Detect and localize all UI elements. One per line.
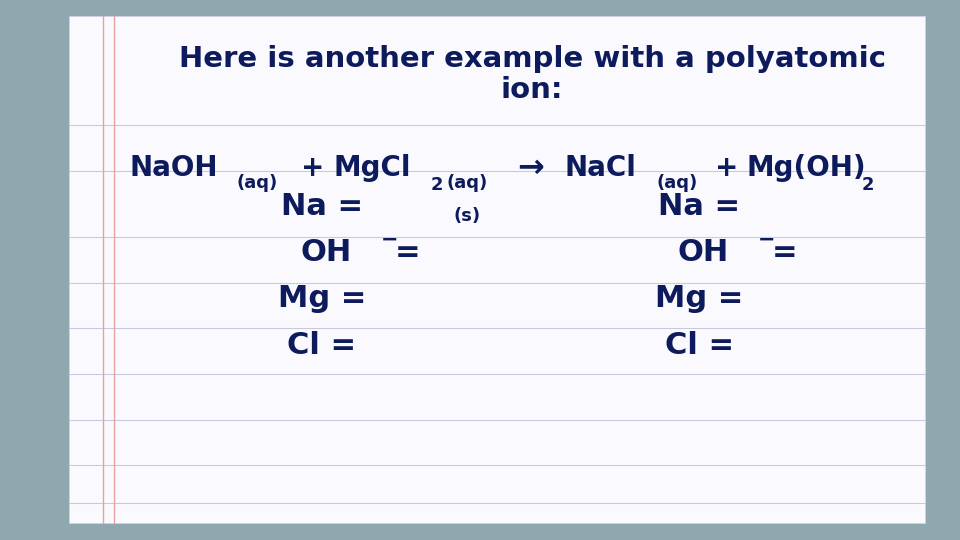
Text: Na =: Na = [659,192,740,221]
Text: −: − [757,230,775,249]
Text: +: + [714,154,738,183]
Text: +: + [300,154,324,183]
Text: (aq): (aq) [446,174,488,192]
Text: NaOH: NaOH [130,154,218,183]
Text: Here is another example with a polyatomic: Here is another example with a polyatomi… [179,45,885,73]
Text: (s): (s) [453,207,480,225]
Text: Cl =: Cl = [287,330,356,360]
Text: OH: OH [678,238,729,267]
Text: ion:: ion: [501,76,564,104]
Text: (aq): (aq) [236,174,277,192]
Text: Cl =: Cl = [664,330,733,360]
Text: (aq): (aq) [657,174,698,192]
Text: 2: 2 [862,176,875,194]
Text: 2: 2 [431,176,444,194]
Text: Na =: Na = [281,192,363,221]
Text: =: = [772,238,798,267]
Text: →: → [517,153,544,184]
Text: MgCl: MgCl [333,154,411,183]
Text: NaCl: NaCl [564,154,636,183]
Text: Mg(OH): Mg(OH) [746,154,866,183]
Text: Mg =: Mg = [277,285,366,313]
Text: OH: OH [300,238,351,267]
Text: =: = [395,238,420,267]
Text: Mg =: Mg = [655,285,743,313]
Text: −: − [380,230,397,249]
